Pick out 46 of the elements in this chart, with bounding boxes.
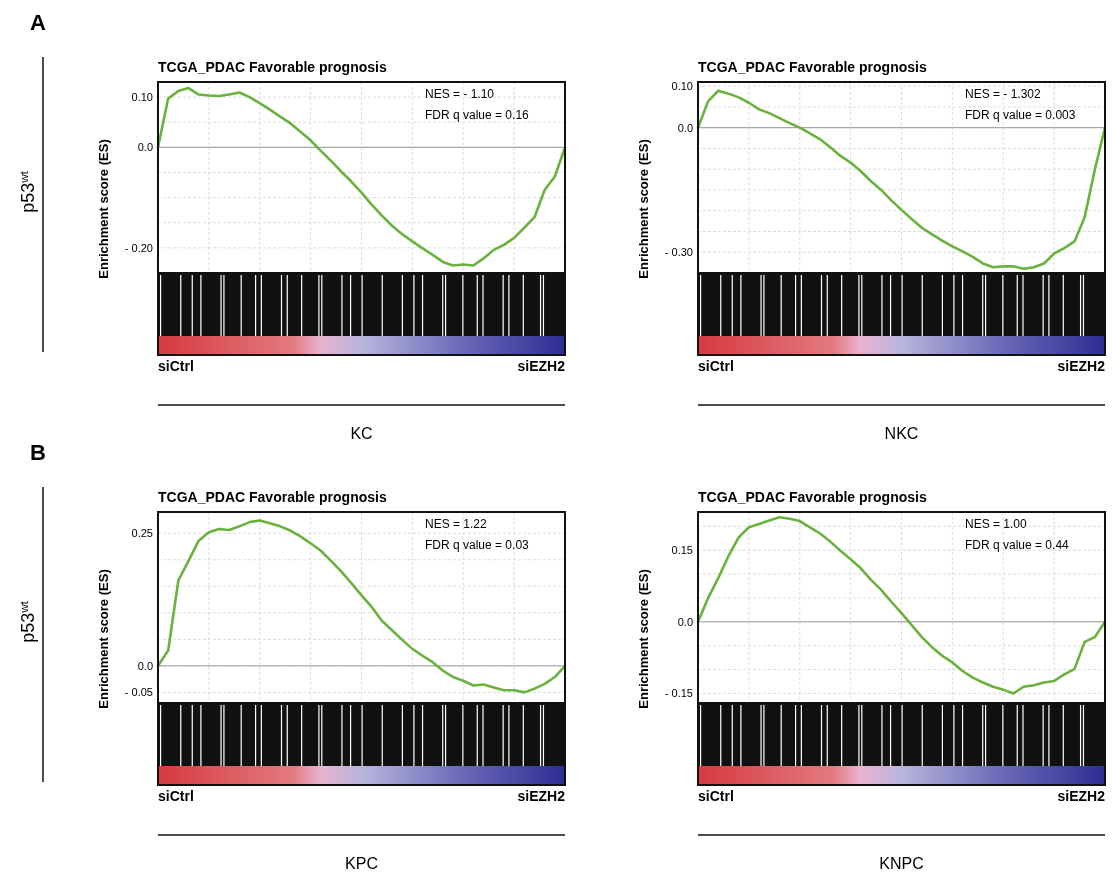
y-tick-label: - 0.20 xyxy=(124,241,153,254)
text: siEZH2 xyxy=(517,358,566,374)
annotation: FDR q value = 0.003 xyxy=(965,108,1076,122)
chart-title: TCGA_PDAC Favorable prognosis xyxy=(158,59,387,75)
annotation: FDR q value = 0.44 xyxy=(965,538,1070,552)
text: siCtrl xyxy=(698,788,734,804)
annotation: FDR q value = 0.16 xyxy=(425,108,530,122)
y-axis-title: Enrichment score (ES) xyxy=(636,569,651,709)
line-series xyxy=(156,86,567,267)
annotation: NES = - 1.302 xyxy=(965,87,1042,101)
annotation: NES = - 1.10 xyxy=(425,87,495,101)
y-tick-label: - 0.05 xyxy=(124,686,153,699)
text: siEZH2 xyxy=(1057,788,1106,804)
text: siEZH2 xyxy=(517,788,566,804)
y-tick-label: 0.25 xyxy=(131,527,153,540)
x-axis-title: KNPC xyxy=(879,855,924,872)
y-axis-title: Enrichment score (ES) xyxy=(96,139,111,279)
text: B xyxy=(30,440,46,465)
chart-title: TCGA_PDAC Favorable prognosis xyxy=(698,59,927,75)
text: A xyxy=(30,10,46,35)
x-axis-title: NKC xyxy=(884,425,919,442)
annotation: FDR q value = 0.03 xyxy=(425,538,530,552)
y-axis-title: Enrichment score (ES) xyxy=(636,139,651,279)
x-axis-title: KC xyxy=(350,425,373,442)
y-axis-title: Enrichment score (ES) xyxy=(96,569,111,709)
line-series xyxy=(696,89,1107,271)
y-tick-label: 0.10 xyxy=(131,90,153,103)
y-tick-label: 0.0 xyxy=(137,141,153,154)
text: siCtrl xyxy=(698,358,734,374)
text: siCtrl xyxy=(158,358,194,374)
line-series xyxy=(156,519,567,694)
annotation: NES = 1.00 xyxy=(965,517,1028,531)
chart-title: TCGA_PDAC Favorable prognosis xyxy=(158,489,387,505)
y-tick-label: 0.0 xyxy=(137,659,153,672)
text: siEZH2 xyxy=(1057,358,1106,374)
y-tick-label: - 0.15 xyxy=(664,687,693,700)
y-tick-label: 0.0 xyxy=(677,121,693,134)
y-tick-label: 0.15 xyxy=(671,544,693,557)
y-tick-label: 0.10 xyxy=(671,80,693,92)
x-axis-title: KPC xyxy=(345,855,378,872)
chart-title: TCGA_PDAC Favorable prognosis xyxy=(698,489,927,505)
annotation: NES = 1.22 xyxy=(425,517,488,531)
text: siCtrl xyxy=(158,788,194,804)
line-series xyxy=(696,515,1107,695)
y-tick-label: - 0.30 xyxy=(664,246,693,259)
y-tick-label: 0.0 xyxy=(677,615,693,628)
